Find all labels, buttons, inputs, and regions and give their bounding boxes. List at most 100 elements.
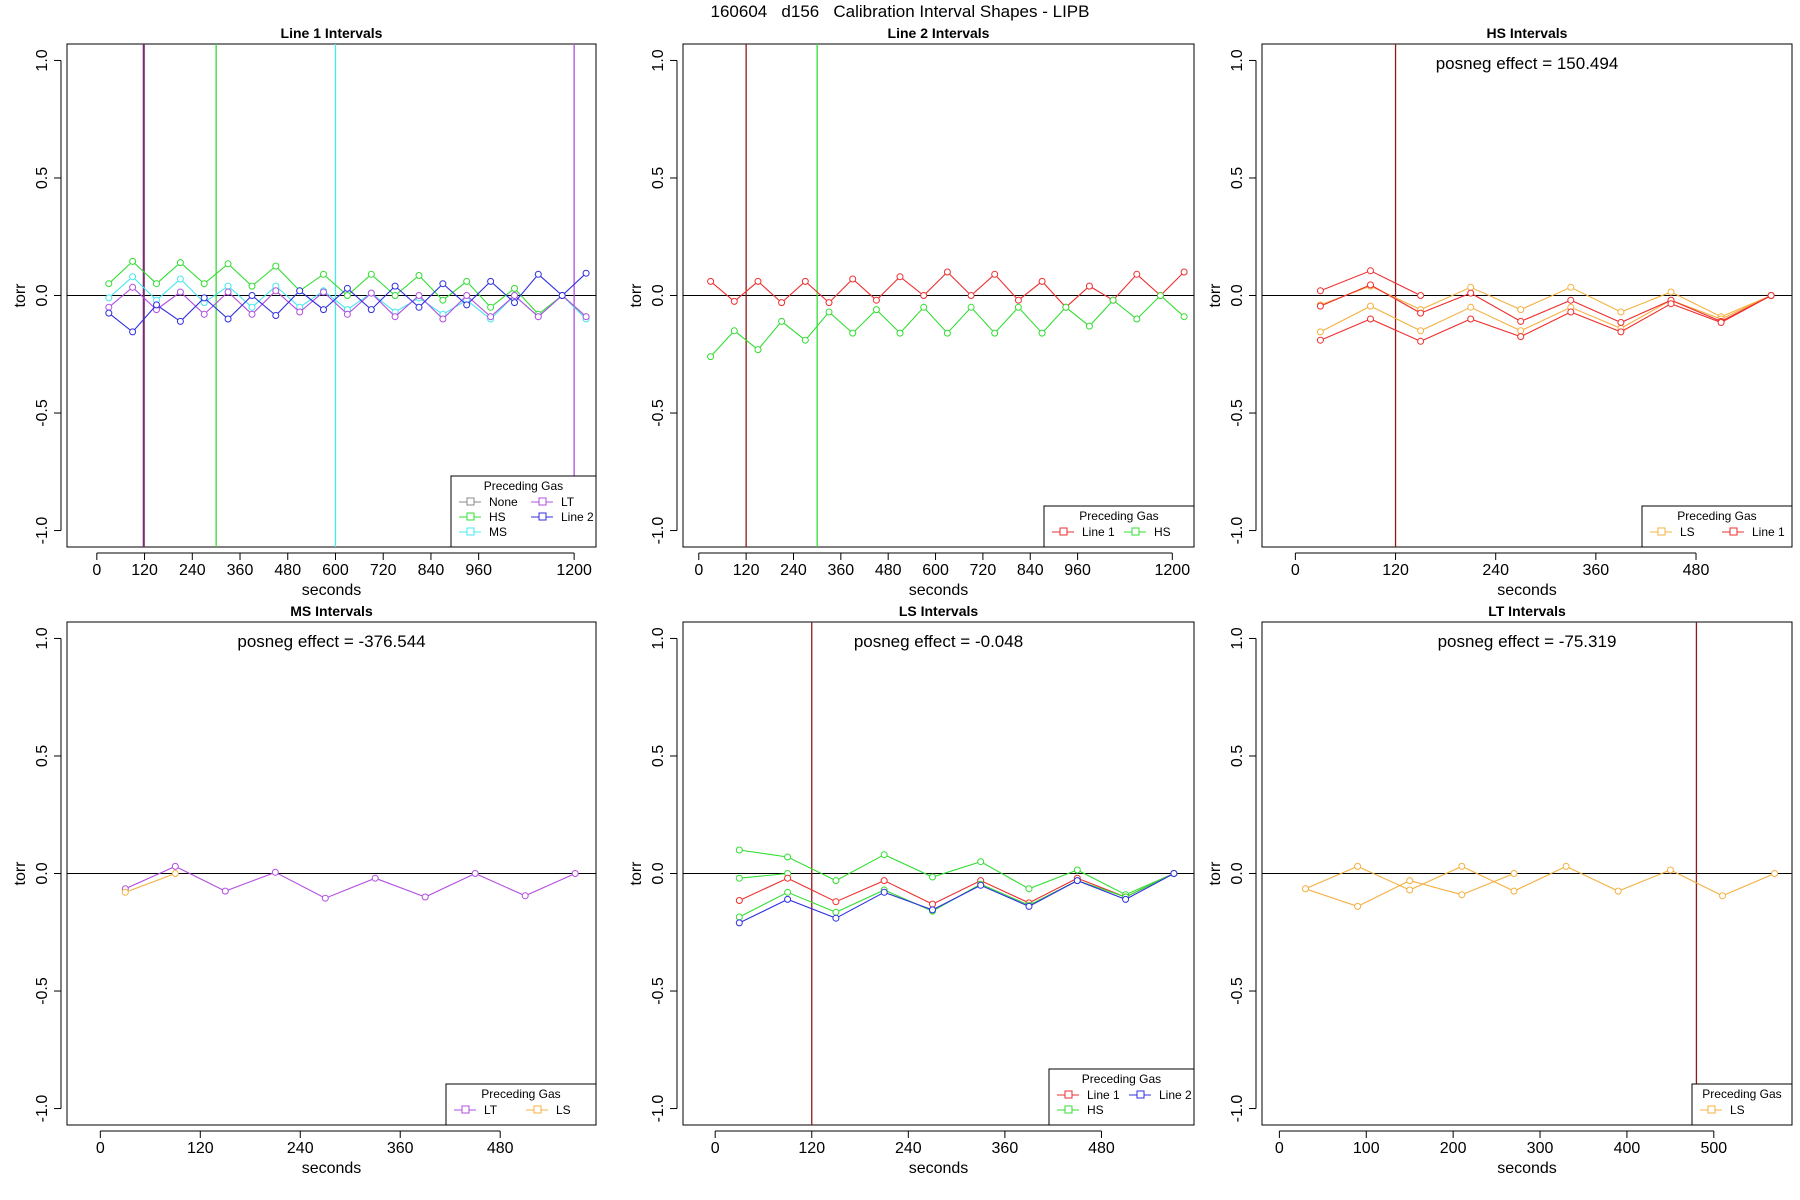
posneg-annotation: posneg effect = 150.494: [1436, 54, 1619, 73]
data-point: [391, 282, 399, 290]
x-tick-label: 120: [1382, 562, 1409, 579]
data-point: [832, 877, 840, 885]
data-point: [1406, 877, 1414, 885]
data-point: [1073, 866, 1081, 874]
data-point: [880, 851, 888, 859]
data-point: [1073, 877, 1081, 885]
x-tick-label: 240: [780, 562, 807, 579]
legend-entry: LS: [1680, 525, 1695, 539]
x-tick-label: 240: [287, 1140, 314, 1157]
data-point: [224, 288, 232, 296]
legend-swatch-marker: [1064, 1090, 1073, 1099]
y-tick-label: 0.5: [650, 167, 667, 189]
legend-swatch-marker: [466, 512, 475, 521]
data-point: [1517, 327, 1525, 335]
x-tick-label: 720: [970, 562, 997, 579]
data-point: [707, 353, 715, 361]
legend-entry: None: [489, 495, 518, 509]
data-point: [320, 288, 327, 296]
data-point: [784, 874, 792, 882]
data-point: [1354, 902, 1362, 910]
y-tick-label: 0.5: [1229, 167, 1246, 189]
series-ls: [1301, 862, 1779, 900]
data-point: [391, 313, 399, 321]
data-point: [534, 270, 542, 278]
data-point: [1157, 292, 1164, 299]
x-tick-label: 360: [1583, 562, 1610, 579]
data-point: [1038, 329, 1046, 337]
data-point: [511, 292, 518, 299]
x-tick-label: 360: [227, 562, 254, 579]
data-point: [1617, 328, 1625, 336]
series-lt: [105, 283, 590, 323]
data-point: [1062, 303, 1070, 311]
data-point: [296, 308, 304, 316]
x-tick-label: 480: [1683, 562, 1710, 579]
legend-entry: Line 2: [1159, 1088, 1192, 1102]
data-point: [1025, 885, 1033, 893]
x-tick-label: 120: [187, 1140, 214, 1157]
x-tick-label: 0: [1275, 1140, 1284, 1157]
data-point: [1180, 313, 1188, 321]
data-point: [321, 894, 329, 902]
data-point: [1133, 270, 1141, 278]
legend-swatch-marker: [538, 497, 547, 506]
y-tick-label: -0.5: [1229, 399, 1246, 427]
data-point: [1517, 333, 1525, 341]
legend-swatch-marker: [466, 497, 475, 506]
data-point: [1316, 328, 1324, 336]
series-line: [739, 873, 1175, 905]
data-point: [730, 297, 738, 305]
data-point: [1417, 327, 1425, 335]
y-tick-label: -0.5: [1229, 977, 1246, 1005]
x-axis-label: seconds: [302, 582, 362, 599]
x-tick-label: 200: [1440, 1140, 1467, 1157]
y-tick-label: -1.0: [34, 517, 51, 545]
series-line-1: [707, 268, 1188, 311]
chart-panel: HS Intervals -1.0 -0.5 0.0 0.5 1.0 torr 0 120 240…: [1207, 25, 1793, 599]
y-tick-label: 1.0: [34, 627, 51, 649]
chart-title: LS Intervals: [899, 603, 979, 619]
data-point: [1667, 300, 1675, 308]
legend-swatch-marker: [1707, 1105, 1716, 1114]
data-point: [1367, 267, 1374, 275]
data-point: [272, 287, 280, 295]
legend-swatch-marker: [1729, 527, 1738, 536]
data-point: [391, 292, 399, 299]
legend-box: [1048, 1068, 1195, 1126]
series-line-1: [1316, 267, 1425, 299]
data-point: [784, 888, 792, 896]
data-point: [171, 862, 179, 870]
y-axis-label: torr: [12, 861, 29, 886]
data-point: [920, 292, 928, 299]
series-hs: [735, 846, 1178, 899]
data-point: [1517, 317, 1525, 325]
data-point: [735, 913, 743, 921]
data-point: [371, 874, 379, 882]
data-point: [991, 329, 999, 337]
legend-entry: Line 1: [1087, 1088, 1120, 1102]
y-axis-label: torr: [1207, 861, 1224, 886]
data-point: [778, 317, 786, 325]
x-tick-label: 360: [992, 1140, 1019, 1157]
data-point: [1354, 862, 1362, 870]
data-point: [343, 310, 351, 318]
legend-swatch-marker: [461, 1105, 470, 1114]
chart-title: LT Intervals: [1488, 603, 1566, 619]
legend: Preceding Gas LS Line 1: [1641, 505, 1793, 548]
data-point: [471, 870, 479, 877]
data-point: [1562, 862, 1570, 870]
x-tick-label: 1200: [556, 562, 592, 579]
chart-panel: LT Intervals -1.0 -0.5 0.0 0.5 1.0 torr 0 100 200…: [1207, 603, 1793, 1177]
data-point: [1719, 892, 1726, 900]
series-line-2: [105, 269, 590, 336]
data-point: [534, 313, 542, 321]
data-point: [415, 272, 423, 279]
series-line: [739, 873, 1175, 924]
data-point: [248, 310, 256, 318]
data-point: [271, 868, 279, 876]
y-tick-label: 1.0: [650, 49, 667, 71]
legend-entry: HS: [489, 510, 506, 524]
x-tick-label: 0: [1291, 562, 1300, 579]
